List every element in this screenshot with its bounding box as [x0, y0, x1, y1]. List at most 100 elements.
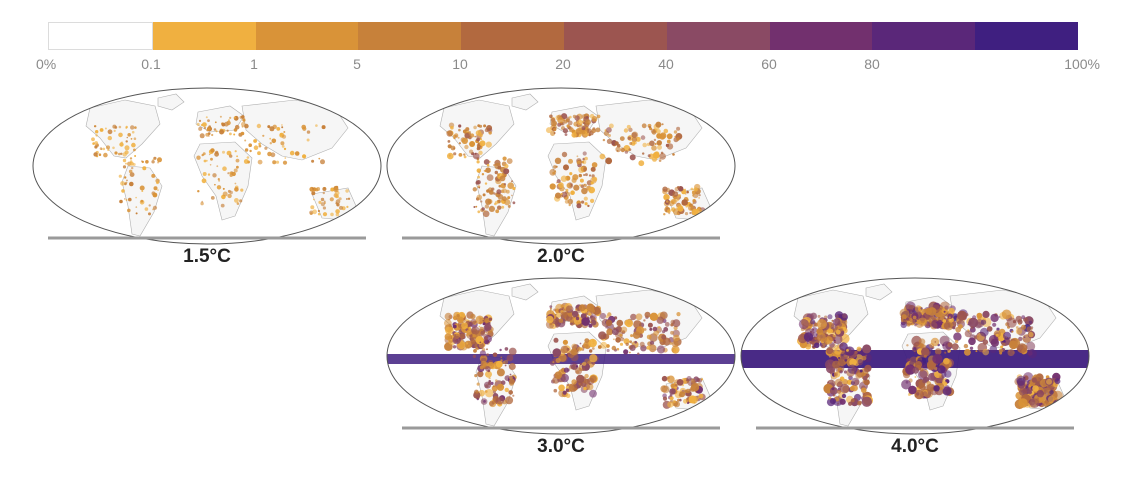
exposure-mark: [609, 123, 614, 129]
exposure-mark: [141, 160, 143, 162]
exposure-mark: [992, 322, 997, 327]
exposure-mark: [662, 330, 666, 334]
exposure-mark: [578, 304, 586, 312]
world-map-2-0c: [386, 87, 736, 245]
exposure-mark: [330, 187, 335, 192]
exposure-mark: [814, 342, 820, 349]
exposure-mark: [120, 152, 123, 155]
exposure-mark: [647, 154, 651, 158]
exposure-mark: [202, 122, 207, 127]
exposure-mark: [221, 122, 226, 127]
exposure-mark: [211, 133, 214, 137]
exposure-mark: [470, 318, 477, 325]
exposure-mark: [98, 153, 102, 156]
exposure-mark: [310, 205, 315, 210]
exposure-mark: [222, 191, 228, 197]
exposure-mark: [233, 168, 238, 173]
exposure-mark: [826, 347, 834, 355]
exposure-mark: [568, 383, 578, 392]
exposure-mark: [475, 315, 485, 325]
exposure-mark: [625, 342, 629, 346]
exposure-mark: [670, 383, 675, 388]
exposure-mark: [244, 139, 247, 142]
color-legend: [48, 22, 1078, 50]
exposure-mark: [859, 369, 863, 373]
legend-tick-1: 0.1: [141, 56, 161, 72]
exposure-mark: [568, 203, 571, 207]
exposure-mark: [485, 167, 491, 173]
exposure-mark: [496, 189, 502, 195]
exposure-mark: [474, 374, 478, 378]
exposure-mark: [477, 370, 484, 378]
exposure-mark: [555, 323, 560, 328]
exposure-mark: [134, 155, 137, 157]
exposure-mark: [837, 322, 843, 327]
exposure-mark: [589, 349, 593, 353]
exposure-mark: [550, 120, 558, 127]
exposure-mark: [130, 125, 135, 130]
exposure-mark: [444, 312, 452, 321]
exposure-mark: [508, 347, 517, 356]
exposure-mark: [447, 140, 451, 143]
exposure-mark: [839, 383, 850, 394]
exposure-mark: [473, 152, 480, 160]
exposure-mark: [495, 379, 498, 382]
exposure-mark: [637, 352, 640, 355]
exposure-mark: [284, 157, 287, 159]
map-outline: [32, 87, 382, 245]
exposure-mark: [568, 126, 573, 131]
exposure-mark: [569, 172, 573, 176]
exposure-mark: [256, 123, 262, 129]
exposure-mark: [503, 359, 509, 365]
exposure-mark: [555, 192, 562, 199]
exposure-mark: [552, 323, 555, 326]
exposure-mark: [586, 303, 595, 312]
exposure-mark: [99, 128, 104, 132]
exposure-mark: [552, 361, 555, 364]
exposure-mark: [900, 321, 907, 329]
exposure-mark: [623, 349, 629, 355]
exposure-mark: [335, 209, 340, 214]
exposure-mark: [587, 204, 590, 208]
exposure-mark: [549, 114, 553, 119]
map-panel-2-0c: 2.0°C: [384, 86, 738, 276]
exposure-mark: [914, 319, 917, 323]
exposure-mark: [454, 333, 460, 339]
exposure-mark: [656, 140, 662, 146]
exposure-mark: [546, 127, 552, 134]
exposure-mark: [590, 166, 596, 172]
legend-swatch-4: [461, 22, 564, 50]
exposure-mark: [913, 351, 917, 355]
exposure-mark: [486, 189, 490, 193]
exposure-mark: [829, 398, 837, 405]
exposure-mark: [907, 393, 911, 396]
exposure-mark: [998, 316, 1001, 318]
exposure-mark: [644, 311, 651, 318]
exposure-mark: [834, 347, 842, 355]
exposure-mark: [242, 118, 246, 122]
legend-tick-9: 100%: [1064, 56, 1100, 72]
exposure-mark: [126, 136, 129, 139]
legend-swatch-3: [358, 22, 462, 50]
exposure-mark: [982, 348, 989, 356]
exposure-mark: [463, 155, 467, 159]
exposure-mark: [121, 141, 123, 143]
exposure-mark: [611, 328, 619, 336]
exposure-mark: [583, 174, 586, 176]
exposure-mark: [810, 319, 816, 325]
exposure-mark: [849, 358, 857, 367]
exposure-mark: [118, 132, 123, 138]
exposure-mark: [665, 200, 669, 203]
exposure-mark: [485, 366, 491, 372]
exposure-mark: [624, 150, 629, 154]
exposure-mark: [681, 199, 688, 206]
exposure-mark: [570, 190, 575, 195]
exposure-mark: [312, 187, 315, 190]
exposure-mark: [129, 181, 134, 187]
exposure-mark: [322, 187, 327, 191]
exposure-mark: [1007, 349, 1015, 357]
exposure-mark: [827, 314, 833, 320]
exposure-mark: [484, 182, 488, 185]
exposure-mark: [1026, 387, 1032, 393]
exposure-mark: [566, 124, 570, 128]
